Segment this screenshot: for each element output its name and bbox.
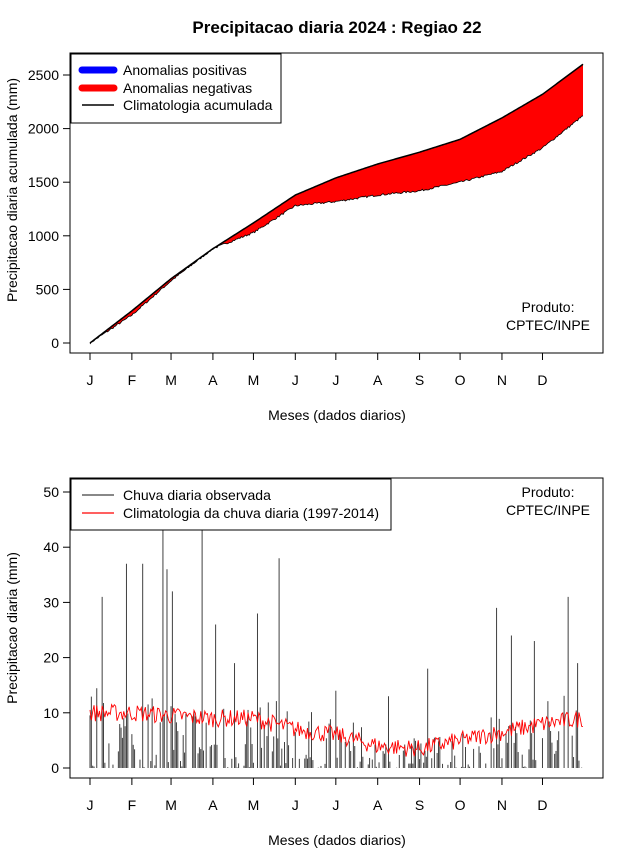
- top-y-tick-label: 0: [51, 335, 59, 351]
- bottom-y-tick-label: 0: [51, 760, 59, 776]
- bottom-legend-box: [70, 478, 392, 531]
- legend-label-climatology: Climatologia acumulada: [123, 97, 273, 113]
- bottom-x-tick-label: J: [332, 797, 339, 813]
- top-x-tick-label: S: [415, 372, 424, 388]
- credit-line2-bottom: CPTEC/INPE: [506, 502, 590, 518]
- accumulated-lines-layer: [89, 63, 584, 345]
- top-x-tick-label: O: [455, 372, 466, 388]
- top-x-tick-label: J: [292, 372, 299, 388]
- bottom-x-axis-label: Meses (dados diarios): [268, 832, 406, 848]
- legend-label-observed: Chuva diaria observada: [123, 487, 271, 503]
- top-x-tick-label: N: [497, 372, 507, 388]
- credit-line1-bottom: Produto:: [522, 484, 575, 500]
- bottom-x-tick-label: M: [165, 797, 177, 813]
- daily-climatology-layer: [89, 703, 584, 757]
- legend-label-positive: Anomalias positivas: [123, 62, 247, 78]
- bottom-x-tick-label: A: [208, 797, 218, 813]
- daily-bars-layer: [89, 525, 583, 768]
- top-x-tick-label: M: [165, 372, 177, 388]
- top-y-tick-label: 1000: [28, 228, 59, 244]
- top-x-tick-label: J: [332, 372, 339, 388]
- chart-title: Precipitacao diaria 2024 : Regiao 22: [192, 18, 481, 37]
- bottom-x-tick-label: M: [248, 797, 260, 813]
- legend-label-negative: Anomalias negativas: [123, 80, 252, 96]
- bottom-x-tick-label: D: [537, 797, 547, 813]
- bottom-x-tick-label: A: [373, 797, 383, 813]
- bottom-y-tick-label: 40: [43, 539, 59, 555]
- bottom-x-tick-label: O: [455, 797, 466, 813]
- credit-line1-top: Produto:: [522, 299, 575, 315]
- daily-climatology-line: [89, 703, 584, 757]
- observed-cumulative-line: [89, 115, 584, 345]
- bottom-x-tick-label: N: [497, 797, 507, 813]
- bottom-y-tick-label: 30: [43, 594, 59, 610]
- bottom-y-axis-label: Precipitacao diaria (mm): [4, 552, 20, 704]
- top-x-tick-label: M: [248, 372, 260, 388]
- bottom-y-tick-label: 20: [43, 650, 59, 666]
- cumulative-precipitation-panel: 0 500 1000 1500 2000 2500 J F M A M J J A S O N D Precip…: [4, 52, 604, 423]
- top-y-axis-label: Precipitacao diaria acumulada (mm): [4, 78, 20, 302]
- top-x-tick-label: A: [208, 372, 218, 388]
- bottom-legend: Chuva diaria observada Climatologia da c…: [70, 478, 392, 531]
- bottom-y-axis: 0 10 20 30 40 50: [43, 484, 71, 776]
- climatology-accumulated-line: [89, 63, 584, 344]
- top-y-tick-label: 2000: [28, 121, 59, 137]
- top-x-tick-label: J: [87, 372, 94, 388]
- top-y-tick-label: 2500: [28, 67, 59, 83]
- top-legend: Anomalias positivas Anomalias negativas …: [70, 53, 282, 124]
- bottom-x-tick-label: S: [415, 797, 424, 813]
- daily-precipitation-panel: 0 10 20 30 40 50 J F M A M J J A S O N D Precipitacao di…: [4, 477, 604, 848]
- legend-label-daily-climatology: Climatologia da chuva diaria (1997-2014): [123, 505, 379, 521]
- top-y-tick-label: 1500: [28, 174, 59, 190]
- top-x-tick-label: F: [128, 372, 137, 388]
- bottom-x-tick-label: F: [128, 797, 137, 813]
- top-x-tick-label: A: [373, 372, 383, 388]
- top-x-tick-label: D: [537, 372, 547, 388]
- top-x-axis-label: Meses (dados diarios): [268, 407, 406, 423]
- bottom-y-tick-label: 50: [43, 484, 59, 500]
- bottom-x-tick-label: J: [87, 797, 94, 813]
- top-y-axis: 0 500 1000 1500 2000 2500: [28, 67, 71, 351]
- bottom-y-tick-label: 10: [43, 705, 59, 721]
- bottom-x-tick-label: J: [292, 797, 299, 813]
- top-y-tick-label: 500: [36, 281, 60, 297]
- credit-line2-top: CPTEC/INPE: [506, 317, 590, 333]
